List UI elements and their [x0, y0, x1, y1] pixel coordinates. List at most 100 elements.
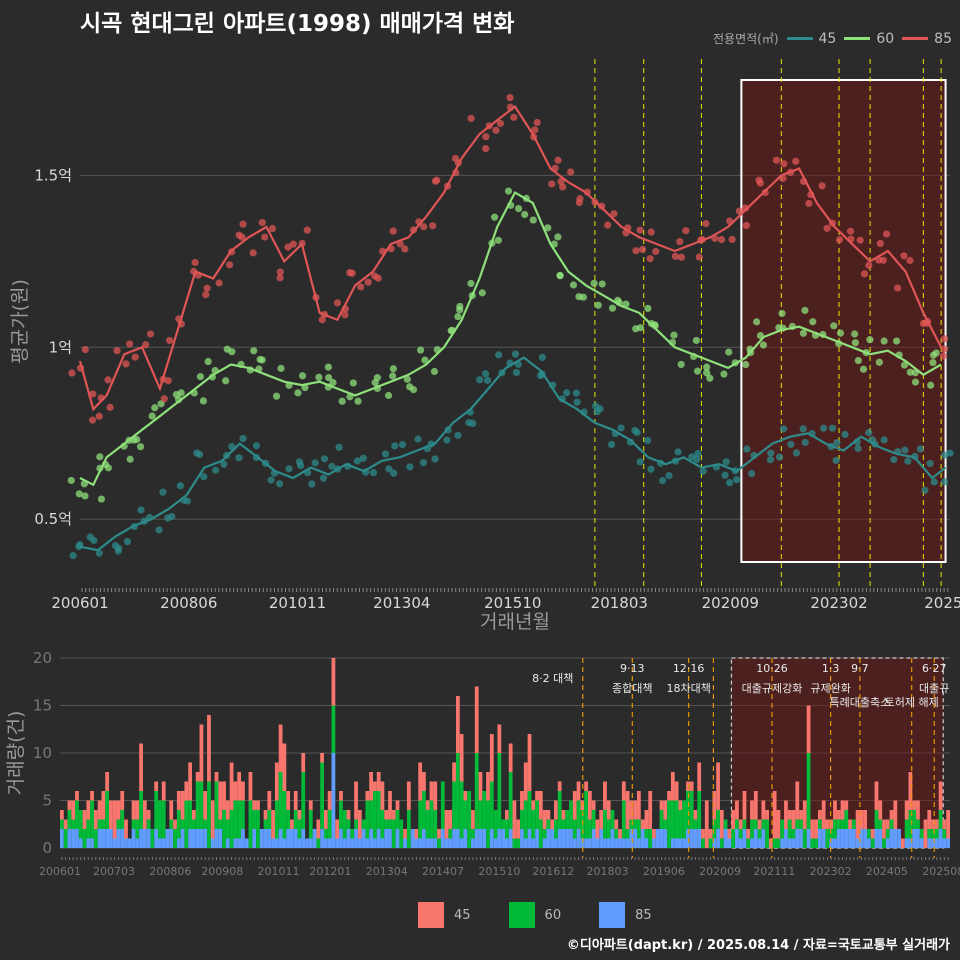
- bar-segment-60: [184, 800, 189, 848]
- scatter-point-60: [927, 381, 935, 389]
- scatter-point-60: [875, 358, 883, 366]
- bar-segment-85: [482, 829, 487, 848]
- scatter-point-85: [104, 376, 112, 384]
- scatter-point-45: [946, 449, 954, 457]
- bar-segment-45: [225, 800, 230, 820]
- bar-segment-60: [667, 800, 671, 848]
- bar-segment-45: [885, 819, 890, 829]
- bar-segment-85: [312, 829, 317, 848]
- scatter-point-60: [151, 404, 159, 412]
- bar-segment-60: [516, 838, 521, 848]
- bar-segment-60: [735, 819, 739, 829]
- bar-segment-45: [256, 800, 260, 810]
- bar-segment-60: [587, 819, 592, 839]
- bar-segment-60: [708, 838, 713, 848]
- bar-x-tick-label: 200806: [149, 865, 191, 878]
- scatter-point-85: [604, 221, 612, 229]
- bar-segment-45: [90, 791, 94, 801]
- scatter-point-85: [106, 403, 114, 411]
- bar-segment-85: [354, 829, 358, 848]
- scatter-point-60: [753, 318, 761, 326]
- bar-segment-45: [587, 791, 592, 820]
- bar-segment-60: [433, 810, 438, 839]
- scatter-point-85: [755, 176, 763, 184]
- bar-segment-60: [297, 819, 302, 839]
- bar-segment-60: [833, 819, 837, 839]
- bar-segment-60: [384, 819, 389, 829]
- scatter-point-85: [389, 227, 397, 235]
- bar-segment-60: [225, 819, 230, 839]
- bar-segment-45: [916, 800, 920, 820]
- bar-segment-85: [659, 829, 664, 848]
- bar-segment-85: [105, 829, 110, 848]
- bar-segment-60: [188, 800, 192, 829]
- bar-segment-45: [146, 810, 151, 820]
- bar-segment-45: [293, 791, 298, 810]
- bar-segment-85: [723, 829, 728, 848]
- scatter-point-45: [573, 398, 581, 406]
- bar-segment-45: [625, 791, 630, 829]
- bar-segment-45: [93, 810, 98, 829]
- bar-segment-85: [135, 838, 140, 848]
- bar-segment-60: [365, 800, 370, 839]
- event-label: 12·16: [673, 662, 705, 675]
- scatter-point-85: [646, 255, 654, 263]
- bar-segment-60: [927, 829, 932, 839]
- bar-segment-60: [561, 819, 566, 829]
- bar-segment-85: [916, 829, 920, 848]
- bar-segment-60: [501, 819, 505, 829]
- bar-segment-85: [78, 838, 83, 848]
- bar-segment-45: [863, 810, 868, 829]
- scatter-point-45: [220, 460, 228, 468]
- scatter-point-60: [521, 210, 529, 219]
- bar-segment-60: [448, 829, 453, 839]
- bar-segment-85: [780, 838, 785, 848]
- series-line-60: [79, 190, 942, 487]
- bar-segment-45: [455, 696, 460, 753]
- bar-segment-45: [497, 724, 502, 753]
- bar-segment-60: [520, 810, 524, 829]
- bar-segment-45: [323, 810, 328, 829]
- bar-segment-45: [418, 762, 423, 801]
- bar-segment-60: [919, 829, 924, 839]
- bar-segment-45: [505, 810, 509, 820]
- scatter-point-85: [113, 347, 121, 355]
- scatter-point-60: [294, 389, 302, 397]
- bar-x-tick-label: 202508: [922, 865, 960, 878]
- scatter-point-85: [146, 330, 155, 338]
- bar-segment-60: [191, 819, 196, 829]
- bar-segment-60: [546, 819, 551, 829]
- scatter-point-85: [429, 222, 437, 230]
- scatter-point-85: [160, 395, 168, 403]
- bar-segment-85: [459, 838, 464, 848]
- scatter-point-85: [835, 236, 844, 244]
- scatter-point-85: [420, 223, 428, 231]
- bar-segment-85: [154, 829, 159, 848]
- bar-segment-85: [210, 838, 215, 848]
- scatter-point-45: [538, 353, 546, 361]
- bar-segment-60: [878, 819, 883, 829]
- bar-segment-45: [105, 772, 110, 791]
- scatter-point-60: [148, 412, 156, 420]
- bar-segment-60: [867, 829, 871, 839]
- bar-segment-45: [63, 819, 68, 829]
- bar-segment-85: [674, 838, 679, 848]
- bar-segment-60: [308, 810, 313, 839]
- bar-segment-85: [86, 838, 91, 848]
- scatter-point-60: [199, 397, 207, 405]
- scatter-point-60: [406, 383, 414, 391]
- scatter-point-60: [371, 378, 379, 387]
- bar-segment-60: [836, 819, 841, 829]
- scatter-point-60: [478, 289, 486, 297]
- bar-segment-85: [142, 829, 147, 848]
- bar-segment-60: [614, 829, 619, 839]
- bar-segment-85: [305, 838, 309, 848]
- bar-segment-45: [346, 810, 351, 820]
- scatter-point-45: [95, 549, 103, 557]
- scatter-point-60: [228, 348, 236, 356]
- scatter-point-60: [222, 377, 230, 385]
- bar-segment-45: [75, 791, 79, 801]
- scatter-point-85: [202, 291, 210, 299]
- bar-segment-85: [795, 829, 800, 848]
- bar-segment-45: [934, 819, 939, 829]
